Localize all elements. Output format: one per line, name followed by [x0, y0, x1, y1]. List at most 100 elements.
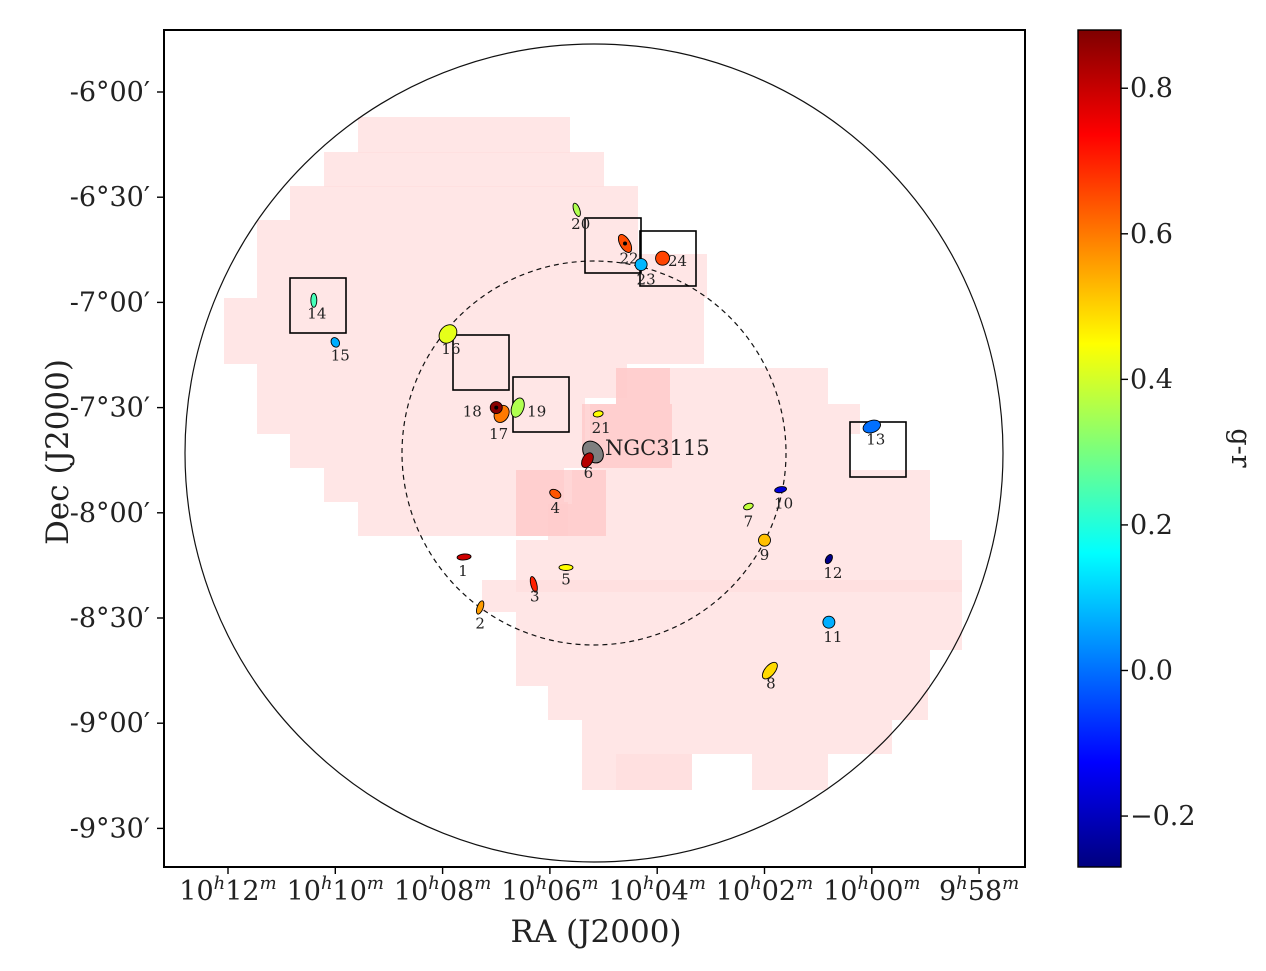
footprint-tile-8 — [257, 364, 627, 398]
outer-radius-circle — [184, 43, 1004, 863]
galaxy-16-label: 16 — [441, 340, 460, 358]
galaxy-19-label: 19 — [527, 403, 546, 421]
galaxy-20-marker — [572, 202, 581, 217]
y-tick-label-7: -9°30′ — [70, 813, 150, 844]
y-axis-ticks: -6°00′ -6°30′ -7°00′ -7°30′ -8°00′ -8°30′ -9°0… — [70, 77, 164, 844]
galaxy-7-marker — [743, 502, 754, 511]
galaxy-14-marker — [310, 292, 318, 308]
galaxy-10-label: 10 — [774, 495, 793, 513]
galaxy-4-label: 4 — [550, 499, 560, 517]
galaxy-21-label: 21 — [592, 419, 611, 437]
galaxy-19-marker — [510, 397, 525, 418]
y-axis-label: Dec (J2000) — [40, 359, 76, 545]
highlight-box-16 — [452, 334, 510, 391]
x-tick-label-3: 10h06m — [501, 873, 598, 907]
footprint-tile-20 — [516, 612, 962, 650]
colorbar-tick-label-5: −0.2 — [1130, 801, 1196, 832]
highlight-box-14 — [289, 277, 347, 334]
y-tick-label-3: -7°30′ — [70, 393, 150, 424]
survey-footprint — [224, 117, 962, 790]
footprint-tile-5 — [257, 254, 707, 298]
galaxy-17-label: 17 — [489, 425, 508, 443]
footprint-tile-22 — [548, 686, 928, 720]
ngc3115-label: NGC3115 — [605, 436, 710, 460]
plot-frame — [163, 29, 1026, 868]
x-axis-ticks: 10h12m 10h10m 10h08m 10h06m 10h04m 10h02m 10h0… — [179, 867, 1019, 907]
colorbar — [1077, 29, 1122, 868]
footprint-tile-23 — [582, 720, 892, 754]
x-tick-label-7: 9h58m — [939, 873, 1019, 907]
galaxy-15-marker — [330, 337, 341, 348]
footprint-tile-26 — [752, 754, 828, 790]
galaxy-15-label: 15 — [331, 346, 350, 364]
x-axis-label: RA (J2000) — [510, 914, 681, 950]
galaxy-5-marker — [558, 564, 574, 571]
galaxy-21-marker — [592, 410, 604, 418]
footprint-tile-19 — [482, 580, 962, 612]
galaxy-3-label: 3 — [530, 587, 540, 605]
colorbar-tick-label-1: 0.6 — [1130, 219, 1173, 250]
footprint-tile-1 — [358, 117, 570, 153]
highlight-box-22 — [584, 217, 642, 274]
galaxy-1-marker — [456, 553, 472, 561]
x-tick-label-2: 10h08m — [394, 873, 491, 907]
colorbar-tick-label-4: 0.0 — [1130, 655, 1173, 686]
y-tick-label-4: -8°00′ — [70, 498, 150, 529]
galaxy-9-label: 9 — [760, 546, 770, 564]
x-tick-label-1: 10h10m — [287, 873, 384, 907]
footprint-tile-4 — [257, 220, 638, 254]
galaxy-16-marker — [438, 324, 458, 344]
galaxy-23-marker — [634, 258, 648, 271]
colorbar-label: g-r — [1225, 428, 1256, 467]
galaxy-22-nucleus — [623, 241, 628, 246]
footprint-tile-6 — [224, 298, 704, 326]
galaxy-20-label: 20 — [571, 215, 590, 233]
galaxy-6-label: 6 — [584, 464, 594, 482]
galaxy-12-marker — [824, 554, 833, 565]
galaxy-10-marker — [774, 486, 787, 494]
footprint-tile-7 — [224, 326, 704, 364]
galaxy-18-label: 18 — [463, 403, 482, 421]
galaxy-13-marker — [862, 419, 881, 434]
galaxy-23-label: 23 — [637, 271, 656, 289]
x-tick-label-5: 10h02m — [716, 873, 813, 907]
galaxy-6-marker — [581, 452, 594, 469]
galaxy-11-marker — [822, 615, 836, 629]
footprint-tile-16 — [572, 470, 930, 504]
footprint-tile-21 — [516, 650, 930, 686]
y-tick-label-5: -8°30′ — [70, 603, 150, 634]
galaxy-8-label: 8 — [766, 675, 776, 693]
galaxy-4-marker — [549, 488, 562, 499]
galaxy-18-nucleus — [494, 405, 499, 410]
galaxy-2-label: 2 — [475, 614, 485, 632]
x-tick-label-0: 10h12m — [179, 873, 276, 907]
galaxy-12-label: 12 — [823, 564, 842, 582]
galaxy-1-label: 1 — [458, 562, 468, 580]
colorbar-ticks: 0.8 0.6 0.4 0.2 0.0 −0.2 — [1121, 73, 1196, 832]
galaxy-8-marker — [761, 661, 778, 680]
y-tick-label-1: -6°30′ — [70, 182, 150, 213]
galaxy-11-label: 11 — [823, 628, 842, 646]
galaxy-3-marker — [529, 576, 538, 593]
galaxy-9-marker — [758, 533, 771, 547]
colorbar-tick-label-0: 0.8 — [1130, 73, 1173, 104]
galaxy-2-marker — [476, 600, 485, 615]
footprint-overlap-1 — [616, 368, 670, 404]
galaxy-24-marker — [655, 250, 671, 266]
y-tick-label-6: -9°00′ — [70, 708, 150, 739]
galaxy-5-label: 5 — [561, 571, 571, 589]
inner-radius-circle — [401, 260, 787, 646]
galaxy-13-label: 13 — [866, 431, 885, 449]
footprint-tile-17 — [548, 504, 930, 540]
footprint-tile-9 — [257, 398, 585, 434]
galaxy-22-label: 22 — [619, 249, 638, 267]
footprint-overlap-3 — [516, 470, 606, 536]
colorbar-tick-label-3: 0.2 — [1130, 510, 1173, 541]
galaxy-14-label: 14 — [307, 304, 326, 322]
x-tick-label-6: 10h00m — [823, 873, 920, 907]
y-tick-label-0: -6°00′ — [70, 77, 150, 108]
footprint-tile-10 — [290, 434, 585, 468]
x-tick-label-4: 10h04m — [609, 873, 706, 907]
